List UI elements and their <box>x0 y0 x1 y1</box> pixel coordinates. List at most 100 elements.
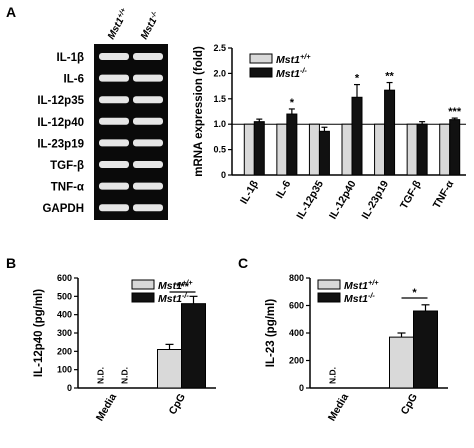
gel-band-wt <box>99 96 129 104</box>
x-tick-label: CpG <box>399 392 420 417</box>
gel-band-ko <box>133 74 163 82</box>
not-detected-label: N.D. <box>120 367 130 384</box>
gel-row-label: GAPDH <box>42 203 84 215</box>
bar-ko <box>286 113 298 176</box>
panel-label-b: B <box>6 255 16 271</box>
bar-wt <box>374 123 386 176</box>
chart-c: 0 200 400 600 800 IL-23 (pg/ml) N.D. Media * CpG M… <box>265 273 448 423</box>
gel-row-label: IL-23p19 <box>37 138 84 150</box>
bar-wt <box>406 123 418 176</box>
x-tick-label: IL-6 <box>274 178 294 200</box>
y-tick-label: 1.5 <box>213 94 226 104</box>
panel-label-c: C <box>238 255 248 271</box>
x-tick-label: TNF-α <box>431 178 457 211</box>
legend-label-ko: Mst1-/- <box>344 291 375 306</box>
gel-row-label: IL-1β <box>57 52 84 64</box>
y-tick-label: 0 <box>67 383 72 393</box>
legend-label-wt: Mst1+/+ <box>344 278 379 293</box>
chart-b: 0 100 200 300 400 500 600 IL-12p40 (pg/ml) N.D. N… <box>33 273 216 423</box>
bar-wt <box>243 123 255 176</box>
gel-band-ko <box>133 182 163 190</box>
not-detected-label: N.D. <box>96 367 106 384</box>
significance-marker: * <box>290 97 295 109</box>
y-tick-label: 0 <box>221 170 226 180</box>
legend-swatch-ko <box>317 292 341 303</box>
not-detected-label: N.D. <box>328 367 338 384</box>
y-tick-label: 0 <box>299 383 304 393</box>
gel-header-wt: Mst1+/+ <box>105 7 131 41</box>
gel-row-label: IL-12p35 <box>37 95 84 107</box>
gel-band-wt <box>99 204 129 212</box>
y-tick-label: 200 <box>57 346 72 356</box>
y-tick-label: 100 <box>57 365 72 375</box>
bar-wt <box>157 349 182 389</box>
x-tick-label: CpG <box>167 392 188 417</box>
gel-row-label: TGF-β <box>50 160 84 172</box>
x-tick-label: IL-23p19 <box>359 178 391 221</box>
y-tick-label: 200 <box>289 356 304 366</box>
gel-header-ko: Mst1-/- <box>138 9 162 41</box>
legend-label-ko: Mst1-/- <box>158 291 189 306</box>
gel-band-wt <box>99 182 129 190</box>
significance-marker: * <box>355 73 360 85</box>
x-tick-label: IL-12p35 <box>294 178 326 221</box>
significance-marker: *** <box>448 106 462 118</box>
gel-band-wt <box>99 53 129 60</box>
y-tick-label: 300 <box>57 328 72 338</box>
y-tick-label: 500 <box>57 291 72 301</box>
bar-ko <box>351 96 363 176</box>
significance-marker: * <box>412 287 417 299</box>
legend-label-ko: Mst1-/- <box>276 66 307 81</box>
y-tick-label: 800 <box>289 273 304 283</box>
bar-ko <box>181 303 206 389</box>
bar-wt <box>341 123 353 176</box>
y-tick-label: 1.0 <box>213 119 226 129</box>
significance-marker: *** <box>176 281 190 293</box>
x-tick-label: TGF-β <box>398 178 424 211</box>
gel-band-ko <box>133 117 163 125</box>
legend-swatch-wt <box>249 53 273 64</box>
gel-image: Mst1+/+ Mst1-/- IL-1β IL-6 IL-12p35 IL-12p40… <box>37 7 168 220</box>
legend-label-wt: Mst1+/+ <box>158 278 193 293</box>
bar-ko <box>449 119 461 176</box>
gel-row-label: IL-6 <box>64 74 84 86</box>
gel-band-ko <box>133 53 163 60</box>
gel-band-ko <box>133 161 163 168</box>
x-tick-label: IL-1β <box>238 178 261 206</box>
legend-swatch-wt <box>131 279 155 290</box>
y-tick-label: 2.5 <box>213 43 226 53</box>
gel-band-ko <box>133 96 163 104</box>
legend-swatch-wt <box>317 279 341 290</box>
y-axis-label: IL-12p40 (pg/ml) <box>33 289 45 377</box>
y-tick-label: 600 <box>289 301 304 311</box>
y-axis-label: mRNA expression (fold) <box>193 46 205 177</box>
bar-ko <box>318 130 330 176</box>
bar-ko <box>416 123 428 176</box>
panel-label-a: A <box>6 4 16 20</box>
gel-band-ko <box>133 139 163 147</box>
bar-wt <box>308 123 320 176</box>
bar-ko <box>384 89 396 176</box>
y-tick-label: 2.0 <box>213 68 226 78</box>
bar-wt <box>439 123 451 176</box>
gel-band-wt <box>99 74 129 82</box>
legend-label-wt: Mst1+/+ <box>276 52 311 67</box>
y-tick-label: 400 <box>289 328 304 338</box>
x-tick-label: IL-12p40 <box>327 178 359 221</box>
y-axis-label: IL-23 (pg/ml) <box>265 299 277 368</box>
legend-swatch-ko <box>131 292 155 303</box>
y-tick-label: 600 <box>57 273 72 283</box>
y-tick-label: 400 <box>57 310 72 320</box>
x-tick-label: Media <box>326 391 351 423</box>
gel-band-ko <box>133 204 163 212</box>
legend-swatch-ko <box>249 67 273 78</box>
gel-band-wt <box>99 117 129 125</box>
gel-background <box>94 44 168 220</box>
x-tick-label: Media <box>94 391 119 423</box>
chart-a: 0 0.5 1.0 1.5 2.0 2.5 mRNA expression (fold) IL… <box>193 43 466 221</box>
bar-wt <box>276 123 288 176</box>
significance-marker: ** <box>385 71 394 83</box>
bar-ko <box>413 310 438 389</box>
gel-row-label: TNF-α <box>51 182 84 194</box>
